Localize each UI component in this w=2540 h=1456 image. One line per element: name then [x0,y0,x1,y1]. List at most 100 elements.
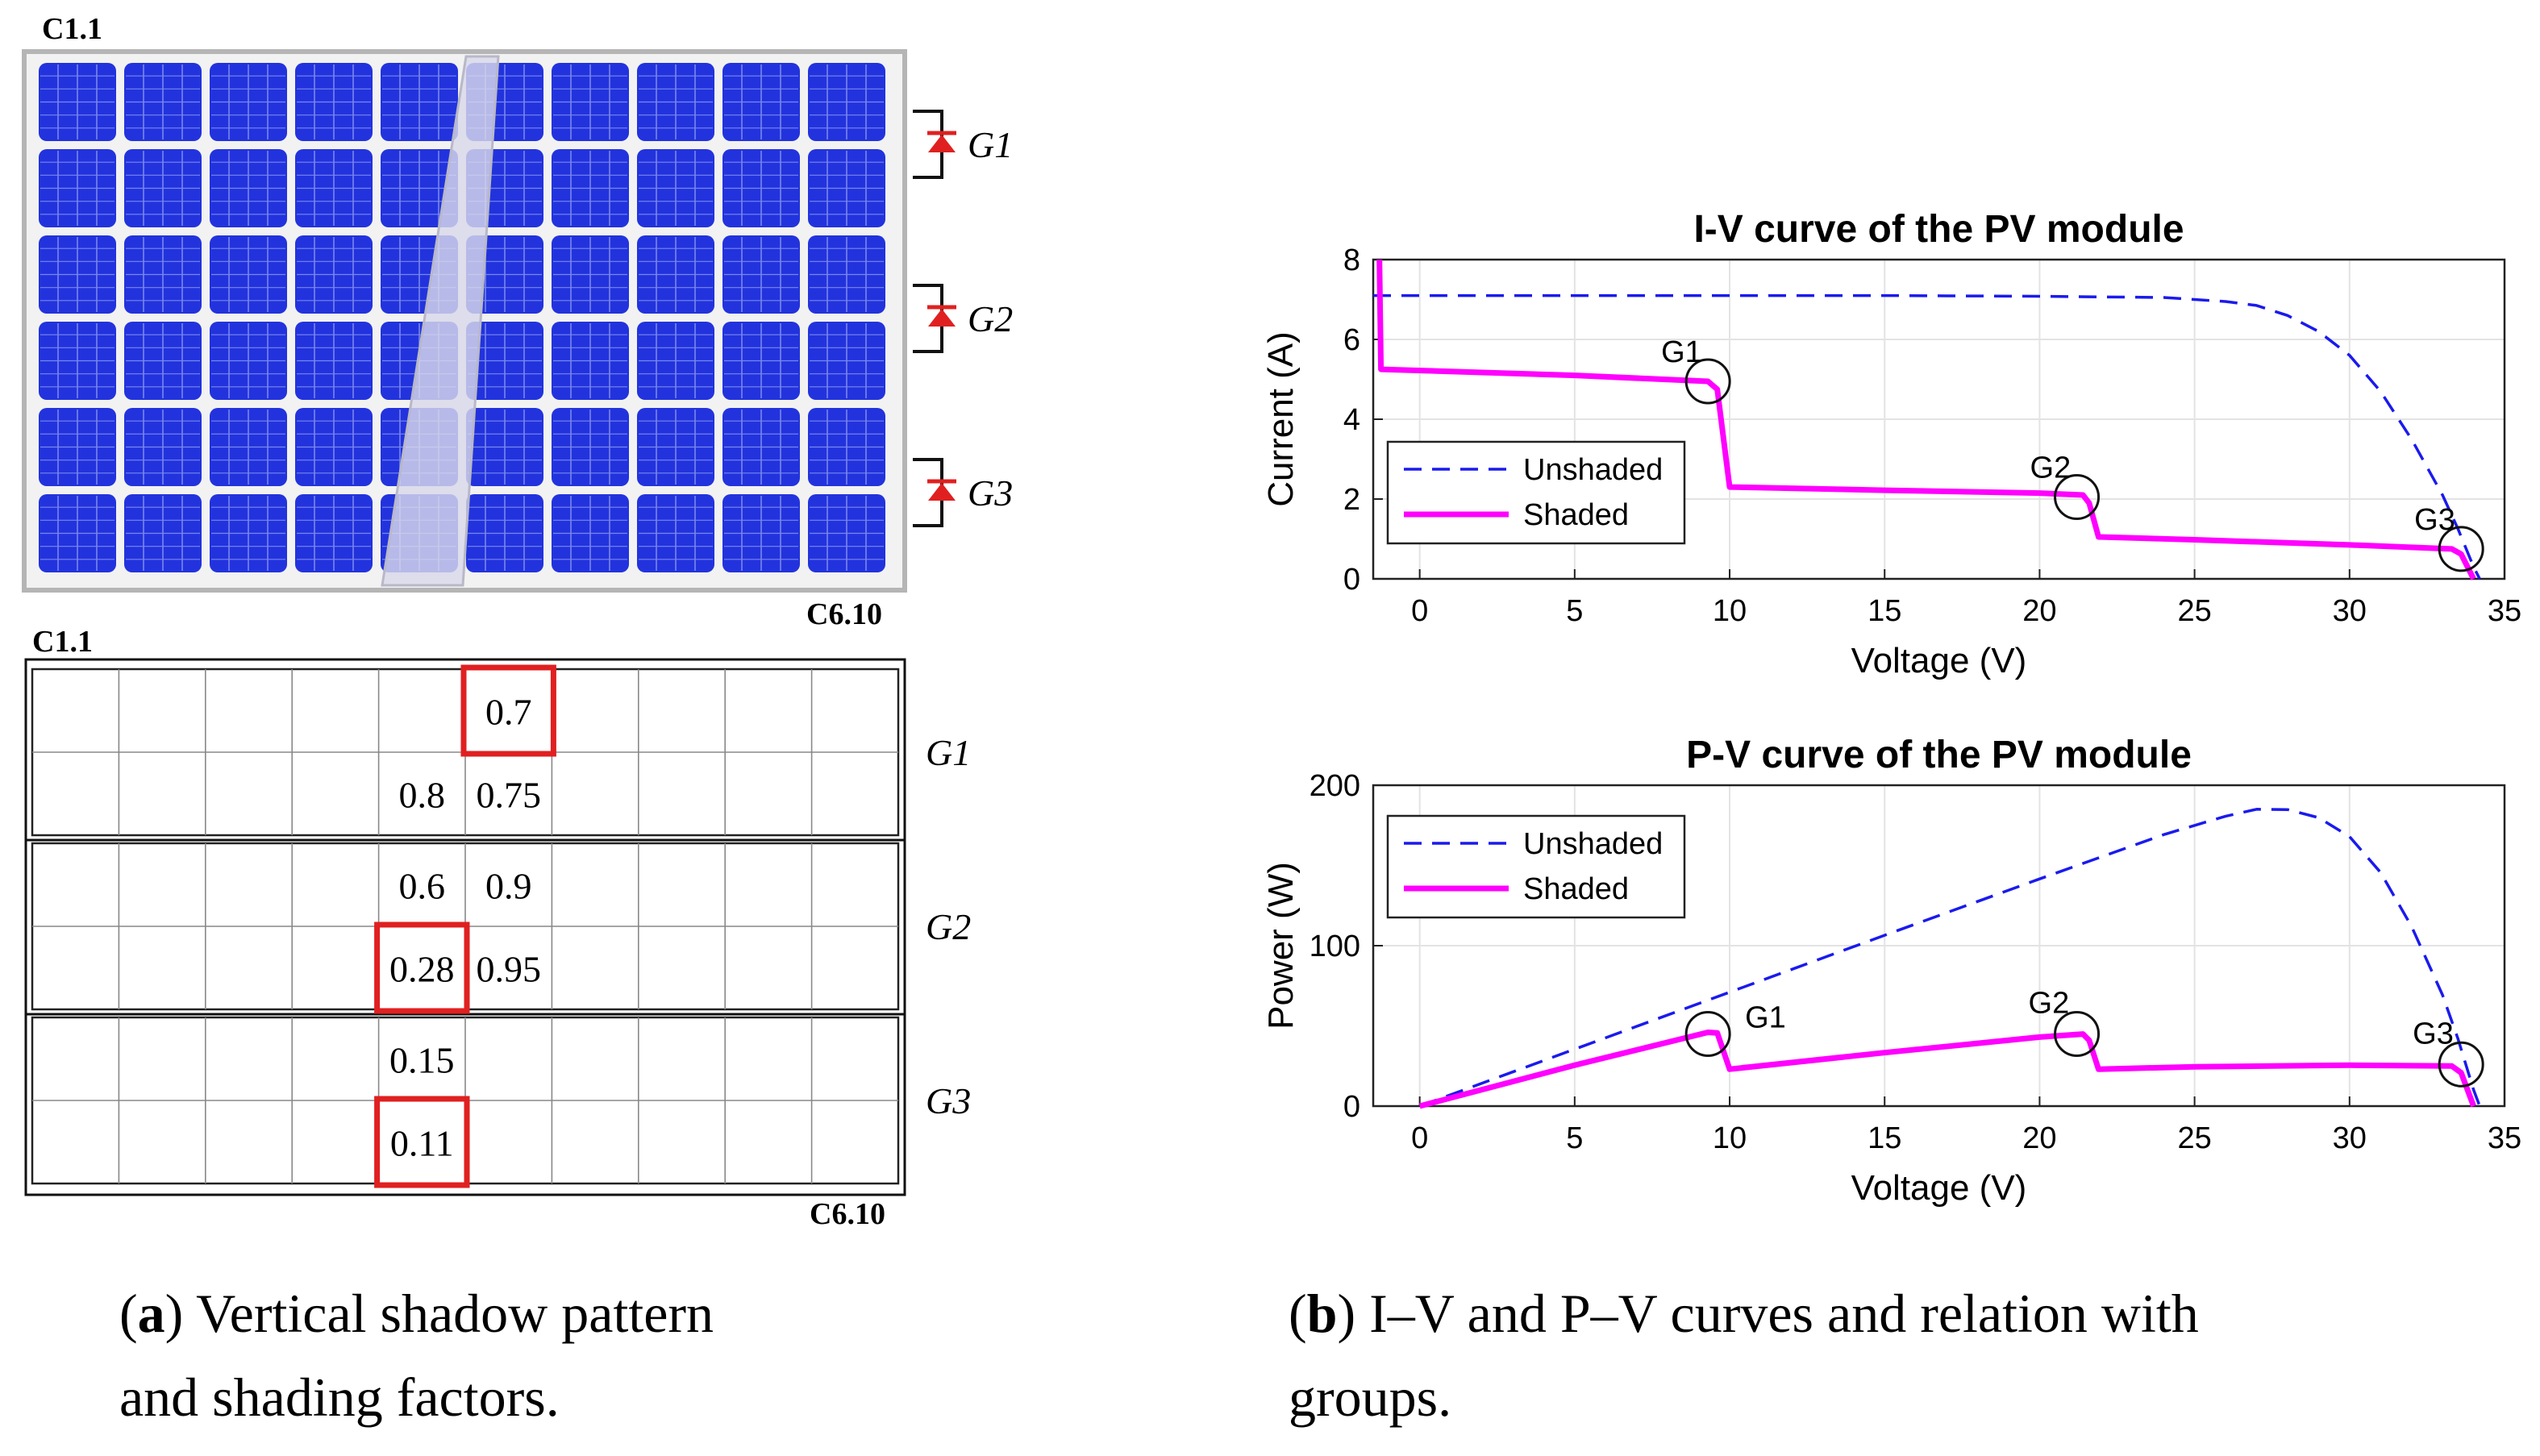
module-corner-bottom: C6.10 [806,597,882,631]
svg-text:0.8: 0.8 [399,775,446,816]
shading-factor: 0.75 [476,775,541,816]
series-unshaded [1373,293,2481,580]
y-tick-label: 6 [1343,323,1360,357]
module-cell [808,149,885,227]
module-cell [210,235,287,314]
x-tick-label: 0 [1411,1121,1428,1155]
shading-factor: 0.9 [485,866,532,907]
bypass-diode: G1 [913,110,1013,179]
module-cell [39,149,116,227]
module-cell [124,63,202,141]
x-tick-label: 15 [1868,594,1901,628]
x-axis-label: Voltage (V) [1851,641,2027,680]
svg-text:0.95: 0.95 [476,949,541,990]
diode-icon [928,309,956,327]
table-group-label: G2 [926,906,971,947]
shading-factor: 0.11 [374,1096,470,1188]
shadow-band [381,55,500,587]
caption-a-text-1: Vertical shadow pattern [196,1283,714,1344]
module-cells [39,63,885,572]
module-cell [295,149,373,227]
module-cell [39,322,116,400]
x-axis-label: Voltage (V) [1851,1168,2027,1208]
module-cell [722,494,800,572]
caption-b-line2: groups. [1289,1367,1451,1428]
annotation-g1: G1 [1661,335,1731,405]
module-cell [637,408,714,486]
module-cell [637,235,714,314]
caption-b-text-2: groups. [1289,1367,1451,1428]
module-cell [210,494,287,572]
shading-factor: 0.7 [460,664,556,757]
y-tick-label: 0 [1343,563,1360,597]
module-cell [466,322,543,400]
caption-a-label: a [138,1283,165,1344]
module-cell [722,322,800,400]
table-group: G1 [31,668,971,837]
shading-factor: 0.28 [374,921,470,1014]
svg-text:0.15: 0.15 [389,1040,455,1081]
chart-title: I-V curve of the PV module [1693,208,2184,251]
module-cell [722,149,800,227]
module-cell [722,408,800,486]
x-tick-label: 10 [1713,594,1747,628]
y-tick-label: 0 [1343,1090,1360,1124]
group-label: G1 [968,124,1013,165]
caption-b-text-1: I–V and P–V curves and relation with [1369,1283,2199,1344]
bypass-diodes: G1 G2 G3 [913,110,1013,527]
shading-factor: 0.6 [399,866,446,907]
highlight-box [374,1096,470,1188]
x-tick-label: 25 [2177,1121,2211,1155]
y-axis-label: Current (A) [1261,331,1301,507]
module-cell [124,494,202,572]
legend: Unshaded Shaded [1386,440,1686,545]
module-cell [39,63,116,141]
module-cell [39,235,116,314]
svg-text:0.11: 0.11 [390,1123,454,1164]
svg-text:0.28: 0.28 [389,949,455,990]
module-cell [637,322,714,400]
module-cell [124,408,202,486]
table-corner-top: C1.1 [32,625,93,659]
module-corner-top: C1.1 [42,12,102,46]
module-cell [808,408,885,486]
y-tick-label: 4 [1343,403,1360,437]
svg-text:G1: G1 [1661,335,1702,369]
shading-table: G1 G2 G3 0.7 0.8 0.75 0.6 0.9 0.28 0.95 0.15 0.11 [24,658,971,1196]
module-cell [39,408,116,486]
module-cell [722,63,800,141]
x-tick-label: 15 [1868,1121,1901,1155]
caption-b-label: b [1307,1283,1338,1344]
module-cell [808,494,885,572]
caption-b-line1: (b) I–V and P–V curves and relation with [1289,1283,2199,1344]
table-group-label: G3 [926,1080,971,1121]
annotation-g2: G2 [2030,451,2101,521]
bypass-diode: G2 [913,284,1013,353]
table-group-label: G1 [926,732,971,773]
svg-text:G3: G3 [2414,503,2455,537]
module-cell [466,408,543,486]
svg-text:0.9: 0.9 [485,866,532,907]
group-label: G3 [968,472,1013,514]
panel-a: C1.1 C6.10 G1 G2 G3 C1.1 G1 G2 G3 0.7 0.8 0.75 0… [22,12,1013,1428]
shading-factor: 0.15 [389,1040,455,1081]
table-corner-bottom: C6.10 [810,1197,885,1231]
x-tick-label: 35 [2488,1121,2521,1155]
module-cell [466,494,543,572]
module-cell [295,494,373,572]
shading-factor: 0.8 [399,775,446,816]
svg-text:G2: G2 [2030,451,2072,485]
x-tick-label: 0 [1411,594,1428,628]
y-tick-label: 2 [1343,483,1360,517]
svg-text:0.7: 0.7 [485,692,532,733]
svg-text:G2: G2 [2029,986,2070,1020]
module-cell [210,63,287,141]
series-shaded [1376,259,2476,580]
module-cell [552,322,629,400]
diode-icon [928,135,956,152]
x-tick-label: 5 [1566,594,1583,628]
annotation-g3: G3 [2414,503,2484,572]
module-cell [295,235,373,314]
